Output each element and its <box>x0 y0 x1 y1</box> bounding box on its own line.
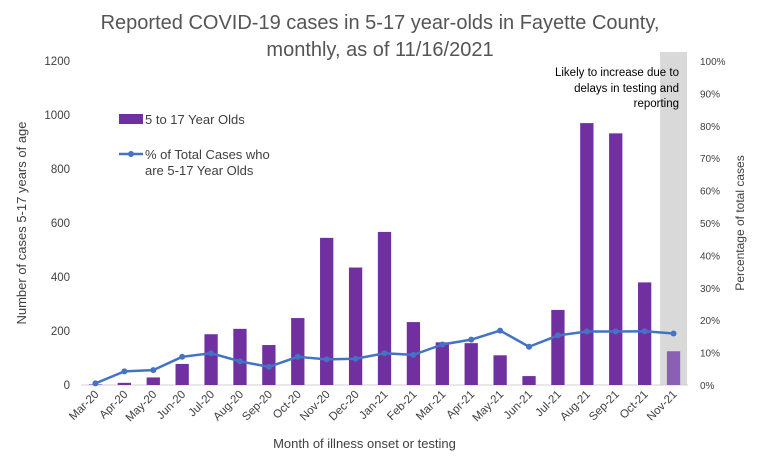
bar-may-20 <box>146 377 160 385</box>
chart-title-line-1: Reported COVID-19 cases in 5-17 year-old… <box>100 12 660 34</box>
bar-may-21 <box>493 355 507 385</box>
x-tick-aug-21: Aug-21 <box>558 389 593 424</box>
x-tick-aug-20: Aug-20 <box>211 389 246 424</box>
x-tick-nov-21: Nov-21 <box>645 389 680 424</box>
bar-mar-21 <box>435 342 449 385</box>
x-tick-jan-21: Jan-21 <box>357 389 390 422</box>
chart-title: Reported COVID-19 cases in 5-17 year-old… <box>40 10 720 64</box>
x-tick-sep-21: Sep-21 <box>587 389 622 424</box>
bar-jul-20 <box>204 334 218 385</box>
bar-sep-21 <box>609 133 623 385</box>
x-tick-nov-20: Nov-20 <box>298 389 333 424</box>
percent-point-aug-21 <box>583 328 590 335</box>
percent-point-mar-21 <box>439 341 446 348</box>
chart-title-line-2: monthly, as of 11/16/2021 <box>266 39 494 61</box>
bar-jul-21 <box>551 309 565 385</box>
highlight-band-nov-21 <box>660 52 687 385</box>
bar-jan-21 <box>377 231 392 385</box>
y2-tick-10: 100% <box>700 57 726 68</box>
x-axis-title: Month of illness onset or testing <box>273 436 456 451</box>
y2-tick-1: 10% <box>700 349 720 360</box>
annotation-line-2: delays in testing and <box>574 83 679 95</box>
legend-line-label-1: % of Total Cases who <box>145 147 270 162</box>
percent-point-aug-20 <box>236 358 243 365</box>
percent-point-may-21 <box>497 327 504 334</box>
annotation-line-1: Likely to increase due to <box>555 67 679 79</box>
y-tick-1000: 1000 <box>44 110 70 122</box>
percent-point-dec-20 <box>352 355 359 362</box>
x-tick-feb-21: Feb-21 <box>385 389 419 423</box>
percent-point-jun-20 <box>179 353 186 360</box>
percent-point-jul-21 <box>554 332 561 339</box>
y-tick-800: 800 <box>51 164 70 176</box>
percent-point-apr-20 <box>121 368 128 375</box>
legend-line-marker <box>128 151 134 157</box>
y-tick-200: 200 <box>51 326 70 338</box>
y2-tick-0: 0% <box>700 381 715 392</box>
percent-point-may-20 <box>150 367 157 374</box>
x-tick-may-21: May-21 <box>471 389 507 425</box>
bar-jun-20 <box>175 363 189 385</box>
bar-aug-20 <box>233 328 247 385</box>
y2-tick-3: 30% <box>700 284 720 295</box>
y-tick-0: 0 <box>64 380 70 392</box>
bar-jun-21 <box>522 376 536 385</box>
y2-tick-5: 50% <box>700 219 720 230</box>
percent-point-oct-21 <box>641 328 648 335</box>
percent-point-sep-21 <box>612 328 619 335</box>
annotation-line-3: reporting <box>634 98 679 110</box>
percent-point-apr-21 <box>468 336 475 343</box>
x-tick-mar-21: Mar-21 <box>414 389 448 423</box>
percent-point-sep-20 <box>265 363 272 370</box>
y2-tick-2: 20% <box>700 316 720 327</box>
y-tick-1200: 1200 <box>44 56 70 68</box>
bar-apr-20 <box>117 382 132 385</box>
percent-point-oct-20 <box>294 353 301 360</box>
x-tick-jun-20: Jun-20 <box>155 389 188 422</box>
bar-oct-20 <box>291 318 305 385</box>
legend-bar-swatch <box>119 114 143 124</box>
bar-nov-21 <box>666 351 681 385</box>
legend-line-label-2: are 5-17 Year Olds <box>145 163 254 178</box>
bar-aug-21 <box>580 123 594 385</box>
y-tick-400: 400 <box>51 272 70 284</box>
x-tick-dec-20: Dec-20 <box>327 389 362 424</box>
bar-dec-20 <box>348 267 363 385</box>
y2-tick-7: 70% <box>700 154 720 165</box>
y2-tick-8: 80% <box>700 122 720 133</box>
legend-bar-label: 5 to 17 Year Olds <box>145 112 245 127</box>
percent-point-jan-21 <box>381 350 388 357</box>
x-tick-sep-20: Sep-20 <box>240 389 275 424</box>
bar-nov-20 <box>320 237 334 385</box>
percent-point-feb-21 <box>410 351 417 358</box>
y2-tick-6: 60% <box>700 187 720 198</box>
x-tick-mar-20: Mar-20 <box>67 389 101 423</box>
x-tick-jun-21: Jun-21 <box>502 389 535 422</box>
percent-point-jul-20 <box>208 350 215 357</box>
percent-point-nov-21 <box>670 330 677 337</box>
y-tick-600: 600 <box>51 218 70 230</box>
y2-axis-title: Percentage of total cases <box>733 155 747 290</box>
y2-tick-4: 40% <box>700 251 720 262</box>
percent-point-nov-20 <box>323 356 330 363</box>
y2-tick-9: 90% <box>700 89 720 100</box>
y-axis-title: Number of cases 5-17 years of age <box>14 121 29 324</box>
percent-point-jun-21 <box>526 343 533 350</box>
x-tick-may-20: May-20 <box>124 389 160 425</box>
percent-point-mar-20 <box>92 380 99 387</box>
bar-apr-21 <box>464 343 478 385</box>
